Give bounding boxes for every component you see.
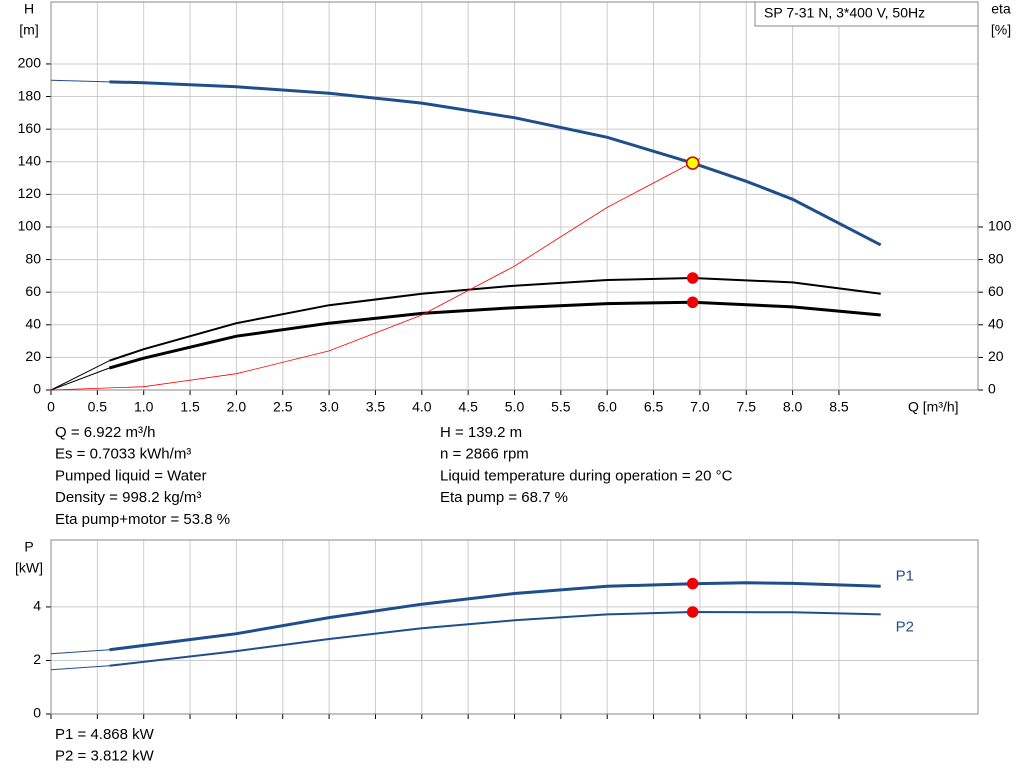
y-axis-unit: [m] bbox=[19, 22, 38, 38]
y-tick-label: 100 bbox=[18, 218, 42, 234]
y2-tick-label: 60 bbox=[988, 283, 1004, 299]
y-axis-unit: [kW] bbox=[15, 560, 43, 576]
plot-frame bbox=[50, 539, 979, 715]
info-text: Q = 6.922 m³/h bbox=[55, 424, 155, 441]
operating-point bbox=[686, 296, 699, 309]
info-text: Es = 0.7033 kWh/m³ bbox=[55, 446, 191, 463]
info-text: P2 = 3.812 kW bbox=[55, 748, 155, 765]
curve bbox=[50, 649, 110, 655]
y-tick-label: 20 bbox=[25, 348, 41, 364]
y2-tick-label: 80 bbox=[988, 250, 1004, 266]
y-tick-label: 2 bbox=[33, 651, 41, 667]
chart-title: SP 7-31 N, 3*400 V, 50Hz bbox=[764, 5, 925, 21]
x-tick-label: 6.5 bbox=[644, 399, 664, 415]
x-tick-label: 0 bbox=[47, 399, 55, 415]
operating-point bbox=[686, 577, 699, 590]
x-tick-label: 4.5 bbox=[458, 399, 478, 415]
curve bbox=[109, 610, 881, 667]
x-axis-label: Q [m³/h] bbox=[908, 399, 959, 415]
curve bbox=[109, 276, 881, 362]
curve bbox=[50, 158, 701, 391]
x-tick-label: 5.0 bbox=[505, 399, 525, 415]
curve bbox=[50, 360, 110, 391]
curve-label: P1 bbox=[896, 567, 914, 584]
y2-tick-label: 0 bbox=[988, 381, 996, 397]
plot-frame bbox=[50, 1, 979, 391]
y2-axis-label: eta bbox=[991, 1, 1011, 17]
y-tick-label: 40 bbox=[25, 315, 41, 331]
x-tick-label: 1.5 bbox=[180, 399, 200, 415]
x-tick-label: 2.5 bbox=[273, 399, 293, 415]
curve bbox=[109, 581, 881, 652]
info-text: P1 = 4.868 kW bbox=[55, 726, 155, 743]
y-tick-label: 180 bbox=[18, 87, 42, 103]
curve bbox=[50, 79, 110, 83]
curve-label: P2 bbox=[896, 618, 914, 635]
operating-point bbox=[686, 272, 699, 284]
curve bbox=[50, 665, 110, 671]
info-text: Density = 998.2 kg/m³ bbox=[55, 489, 201, 506]
info-text: H = 139.2 m bbox=[440, 424, 522, 441]
x-tick-label: 7.5 bbox=[737, 399, 757, 415]
operating-point bbox=[685, 156, 700, 170]
x-tick-label: 4.0 bbox=[412, 399, 432, 415]
y-axis-label: P bbox=[24, 539, 33, 555]
info-text: Liquid temperature during operation = 20… bbox=[440, 467, 733, 484]
x-tick-label: 5.5 bbox=[551, 399, 571, 415]
y-tick-label: 0 bbox=[33, 381, 41, 397]
operating-point bbox=[686, 606, 699, 618]
y-tick-label: 140 bbox=[18, 152, 42, 168]
x-tick-label: 8.0 bbox=[783, 399, 803, 415]
x-tick-label: 6.0 bbox=[597, 399, 617, 415]
x-tick-label: 3.0 bbox=[319, 399, 339, 415]
curve bbox=[108, 300, 881, 370]
y2-tick-label: 100 bbox=[988, 218, 1012, 234]
y2-tick-label: 20 bbox=[988, 348, 1004, 364]
y-tick-label: 160 bbox=[18, 120, 42, 136]
y-axis-label: H bbox=[24, 1, 34, 17]
info-text: Eta pump+motor = 53.8 % bbox=[55, 511, 230, 528]
x-tick-label: 0.5 bbox=[88, 399, 108, 415]
x-tick-label: 1.0 bbox=[134, 399, 154, 415]
x-tick-label: 8.5 bbox=[829, 399, 849, 415]
y-tick-label: 60 bbox=[25, 283, 41, 299]
y-tick-label: 200 bbox=[18, 55, 42, 71]
y2-tick-label: 40 bbox=[988, 315, 1004, 331]
x-tick-label: 3.5 bbox=[366, 399, 386, 415]
y-tick-label: 4 bbox=[33, 598, 41, 614]
info-text: n = 2866 rpm bbox=[440, 446, 529, 463]
y2-axis-unit: [%] bbox=[991, 22, 1011, 38]
curve bbox=[109, 80, 882, 247]
title-box bbox=[754, 1, 979, 27]
y-tick-label: 0 bbox=[33, 705, 41, 721]
x-tick-label: 7.0 bbox=[690, 399, 710, 415]
x-tick-label: 2.0 bbox=[227, 399, 247, 415]
curve bbox=[50, 367, 110, 391]
info-text: Eta pump = 68.7 % bbox=[440, 489, 568, 506]
info-text: Pumped liquid = Water bbox=[55, 467, 207, 484]
y-tick-label: 120 bbox=[18, 185, 42, 201]
y-tick-label: 80 bbox=[25, 250, 41, 266]
